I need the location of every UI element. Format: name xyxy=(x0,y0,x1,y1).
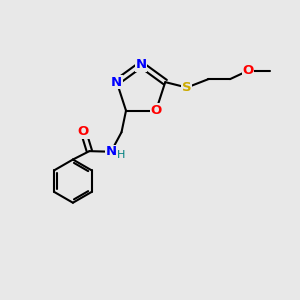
Text: S: S xyxy=(182,81,192,94)
Text: N: N xyxy=(135,58,147,71)
Text: N: N xyxy=(111,76,122,88)
Text: O: O xyxy=(78,125,89,138)
Text: O: O xyxy=(242,64,254,77)
Text: N: N xyxy=(105,145,117,158)
Text: O: O xyxy=(150,104,162,117)
Text: H: H xyxy=(116,150,125,160)
